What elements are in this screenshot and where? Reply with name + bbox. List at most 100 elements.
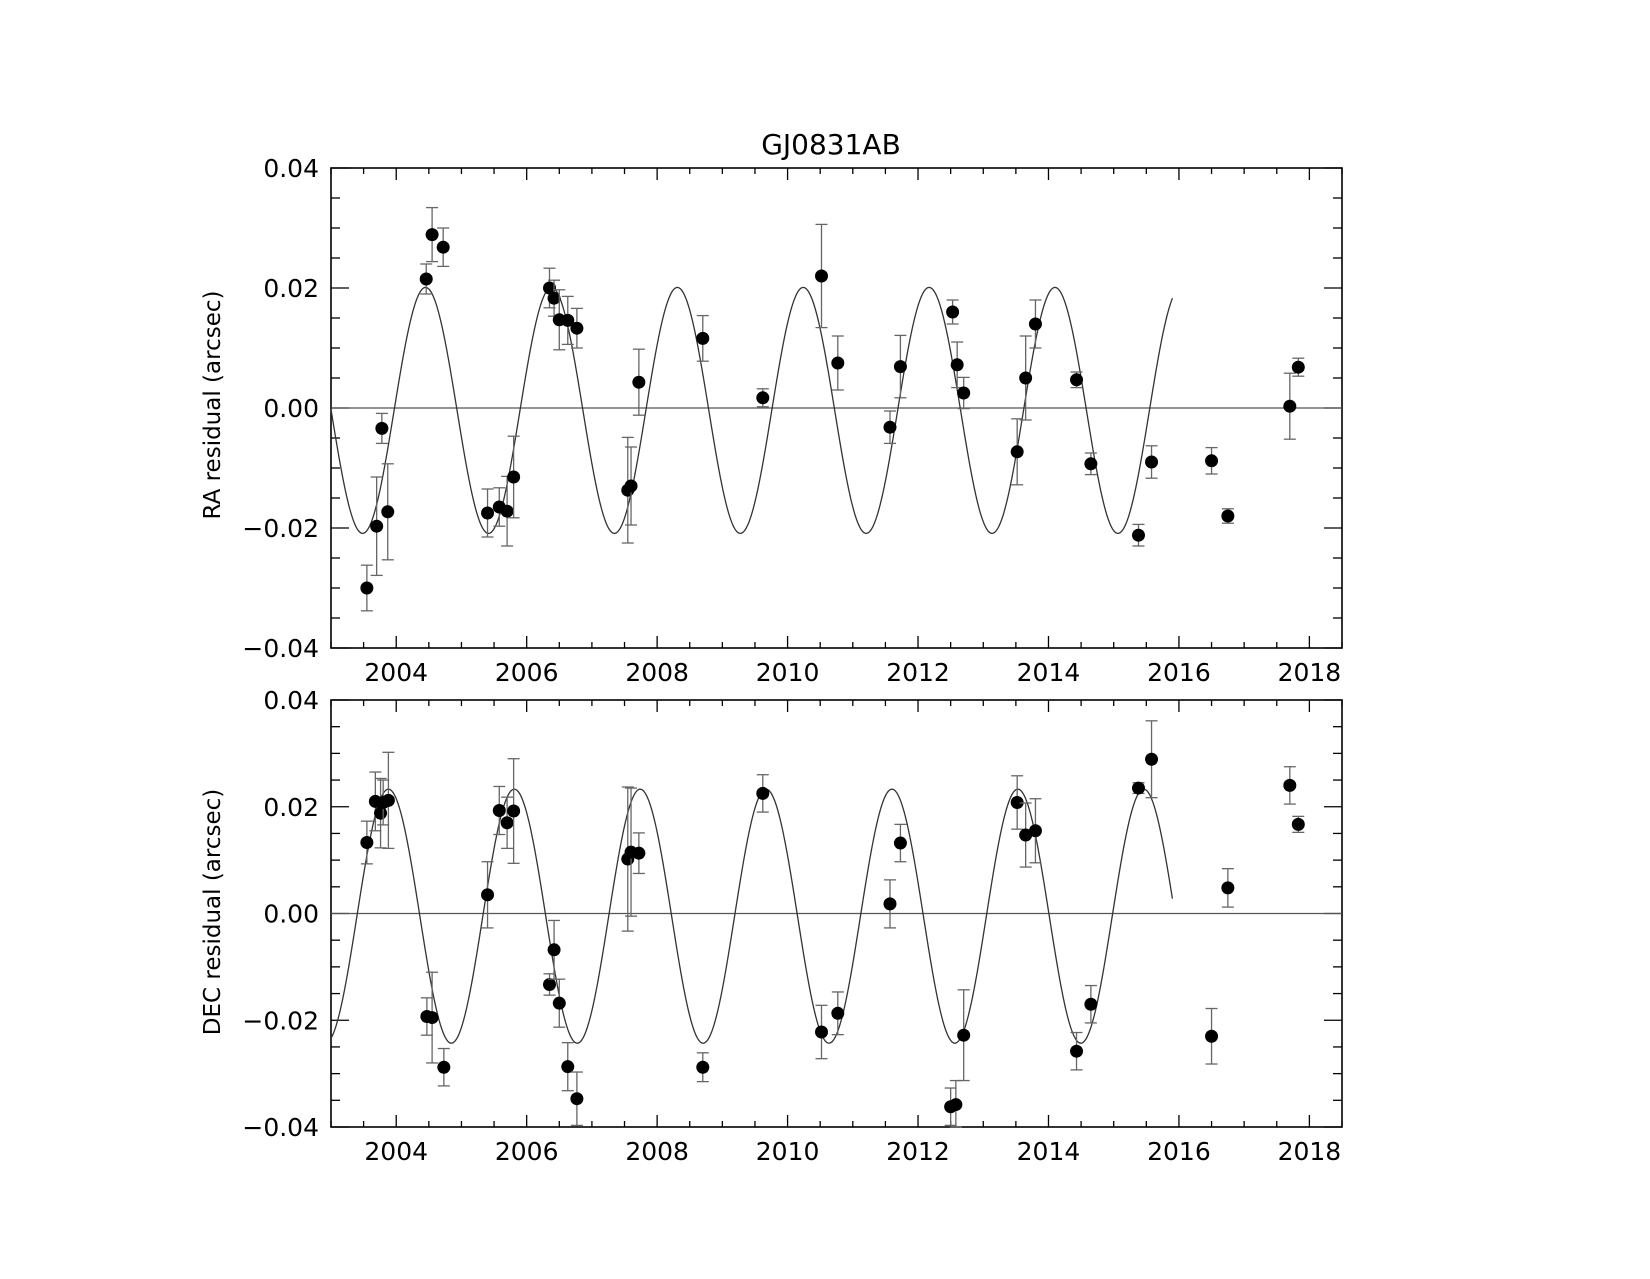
data-marker — [814, 269, 828, 283]
data-marker — [547, 943, 561, 957]
data-point — [552, 978, 566, 1028]
dec-residual-panel: 2004 2006 2008 2010 2012 2014 2016 2018 −0.04 −0.… — [242, 686, 1343, 1166]
y-tick-label: 0.04 — [263, 686, 319, 715]
data-point — [883, 879, 897, 929]
data-marker — [507, 804, 521, 818]
y-tick-label: 0.04 — [263, 154, 319, 183]
data-marker — [547, 291, 561, 305]
data-point — [1019, 802, 1033, 868]
y-tick-label: −0.02 — [242, 1006, 319, 1035]
x-tick-label: 2010 — [756, 658, 820, 687]
data-marker — [1283, 399, 1297, 413]
data-point — [814, 1004, 828, 1060]
data-point — [1145, 720, 1159, 799]
data-point — [1291, 357, 1305, 377]
data-marker — [756, 391, 770, 405]
y-tick-label: 0.00 — [263, 394, 319, 423]
data-marker — [570, 1092, 584, 1106]
data-marker — [696, 1060, 710, 1074]
data-marker — [1019, 371, 1033, 385]
data-point — [893, 334, 907, 399]
x-tick-label: 2006 — [495, 1137, 559, 1166]
data-marker — [1084, 997, 1098, 1011]
data-marker — [419, 272, 433, 286]
y-tick-label: −0.02 — [242, 514, 319, 543]
data-point — [893, 823, 907, 863]
data-point — [756, 774, 770, 813]
data-marker — [1084, 457, 1098, 471]
x-tick-label: 2014 — [1017, 1137, 1081, 1166]
x-tick-label: 2004 — [364, 1137, 428, 1166]
bottom-panel-ylabel: DEC residual (arcsec) — [200, 789, 226, 1035]
data-marker — [436, 240, 450, 254]
data-point — [883, 410, 897, 445]
data-point — [436, 227, 450, 268]
data-point — [957, 989, 971, 1082]
data-marker — [1283, 778, 1297, 792]
data-point — [381, 751, 395, 850]
data-marker — [543, 281, 557, 295]
data-point — [624, 446, 638, 526]
x-tick-label: 2016 — [1147, 1137, 1211, 1166]
top-panel-ylabel: RA residual (arcsec) — [200, 291, 226, 520]
ra-residual-panel: 2004 2006 2008 2010 2012 2014 2016 2018 −0.04 −0.… — [242, 154, 1343, 687]
data-marker — [570, 321, 584, 335]
data-marker — [561, 313, 575, 327]
data-marker — [552, 996, 566, 1010]
data-marker — [1070, 373, 1084, 387]
data-point — [561, 1042, 575, 1092]
data-point — [360, 564, 374, 612]
data-marker — [831, 356, 845, 370]
data-point — [1145, 445, 1159, 479]
x-tick-label: 2018 — [1278, 1137, 1342, 1166]
x-tick-label: 2014 — [1017, 658, 1081, 687]
data-point — [1084, 984, 1098, 1024]
data-point — [375, 412, 389, 445]
data-marker — [893, 360, 907, 374]
data-marker — [1070, 1044, 1084, 1058]
data-marker — [756, 786, 770, 800]
data-point — [425, 206, 439, 263]
data-point — [370, 476, 384, 577]
data-marker — [957, 386, 971, 400]
data-marker — [831, 1006, 845, 1020]
data-point — [1028, 299, 1042, 349]
data-point — [1131, 523, 1145, 547]
data-point — [831, 335, 845, 391]
data-marker — [370, 519, 384, 533]
data-marker — [1131, 781, 1145, 795]
y-tick-label: 0.02 — [263, 793, 319, 822]
y-tick-label: −0.04 — [242, 634, 319, 663]
data-point — [1283, 372, 1297, 440]
data-marker — [1028, 824, 1042, 838]
data-point — [1019, 335, 1033, 421]
data-point — [570, 1071, 584, 1127]
data-marker — [500, 816, 514, 830]
data-marker — [1205, 1029, 1219, 1043]
data-marker — [1131, 528, 1145, 542]
x-tick-label: 2016 — [1147, 658, 1211, 687]
data-marker — [381, 505, 395, 519]
data-point — [1221, 868, 1235, 908]
data-marker — [375, 421, 389, 435]
model-curve — [330, 286, 1174, 535]
data-marker — [946, 305, 960, 319]
data-point — [570, 307, 584, 349]
data-point — [814, 223, 828, 329]
data-point — [696, 314, 710, 362]
data-marker — [950, 358, 964, 372]
data-marker — [957, 1028, 971, 1042]
data-marker — [1145, 752, 1159, 766]
data-marker — [500, 504, 514, 518]
data-point — [1010, 418, 1024, 486]
data-point — [500, 796, 514, 850]
data-marker — [1291, 360, 1305, 374]
data-point — [507, 435, 521, 519]
data-point — [381, 463, 395, 561]
data-marker — [481, 888, 495, 902]
data-point — [481, 861, 495, 929]
data-point — [500, 475, 514, 547]
data-point — [621, 786, 635, 932]
